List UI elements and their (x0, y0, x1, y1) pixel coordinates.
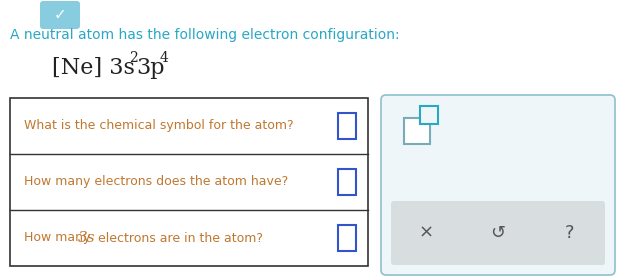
Text: 3s: 3s (78, 231, 96, 245)
Text: ✓: ✓ (53, 8, 67, 23)
Text: How many: How many (24, 232, 95, 244)
Text: 2: 2 (129, 51, 137, 65)
FancyBboxPatch shape (391, 201, 605, 265)
Text: A neutral atom has the following electron configuration:: A neutral atom has the following electro… (10, 28, 399, 42)
Bar (338, 225, 356, 251)
Bar (420, 106, 438, 124)
Text: What is the chemical symbol for the atom?: What is the chemical symbol for the atom… (24, 119, 294, 133)
Text: electrons are in the atom?: electrons are in the atom? (94, 232, 263, 244)
FancyBboxPatch shape (40, 1, 80, 29)
Bar (404, 118, 430, 144)
Bar (338, 113, 356, 139)
Text: ?: ? (565, 224, 575, 242)
FancyBboxPatch shape (381, 95, 615, 275)
Text: [Ne] 3s: [Ne] 3s (52, 57, 135, 79)
Bar (10, 98, 368, 266)
Text: 3p: 3p (136, 57, 164, 79)
Text: How many electrons does the atom have?: How many electrons does the atom have? (24, 175, 288, 189)
Bar (338, 169, 356, 195)
Text: ↺: ↺ (490, 224, 506, 242)
Text: 4: 4 (160, 51, 169, 65)
Text: ×: × (419, 224, 434, 242)
